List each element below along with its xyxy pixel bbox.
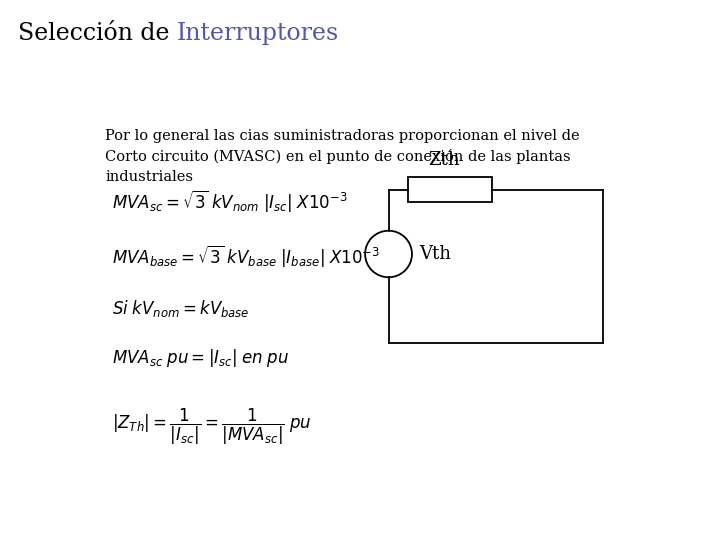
Text: Por lo general las cias suministradoras proporcionan el nivel de
Corto circuito : Por lo general las cias suministradoras … (105, 129, 580, 184)
Text: $|Z_{Th}| = \dfrac{1}{|I_{sc}|} = \dfrac{1}{|MVA_{sc}|}\; pu$: $|Z_{Th}| = \dfrac{1}{|I_{sc}|} = \dfrac… (112, 407, 312, 447)
Bar (408, 177, 492, 202)
Text: Selección de: Selección de (18, 22, 177, 45)
Text: Interruptores: Interruptores (177, 22, 339, 45)
Text: $MVA_{base} = \sqrt{3}\; kV_{base}\; |I_{base}|\; X10^{-3}$: $MVA_{base} = \sqrt{3}\; kV_{base}\; |I_… (112, 243, 380, 269)
Text: $Si\; kV_{nom} = kV_{base}$: $Si\; kV_{nom} = kV_{base}$ (112, 298, 250, 319)
Text: Zth: Zth (428, 151, 460, 170)
Text: Vth: Vth (419, 245, 451, 263)
Ellipse shape (365, 231, 412, 277)
Text: $MVA_{sc} = \sqrt{3}\; kV_{nom}\; |I_{sc}|\; X10^{-3}$: $MVA_{sc} = \sqrt{3}\; kV_{nom}\; |I_{sc… (112, 188, 348, 214)
Text: $MVA_{sc}\; pu = |I_{sc}|\; en\; pu$: $MVA_{sc}\; pu = |I_{sc}|\; en\; pu$ (112, 347, 289, 369)
